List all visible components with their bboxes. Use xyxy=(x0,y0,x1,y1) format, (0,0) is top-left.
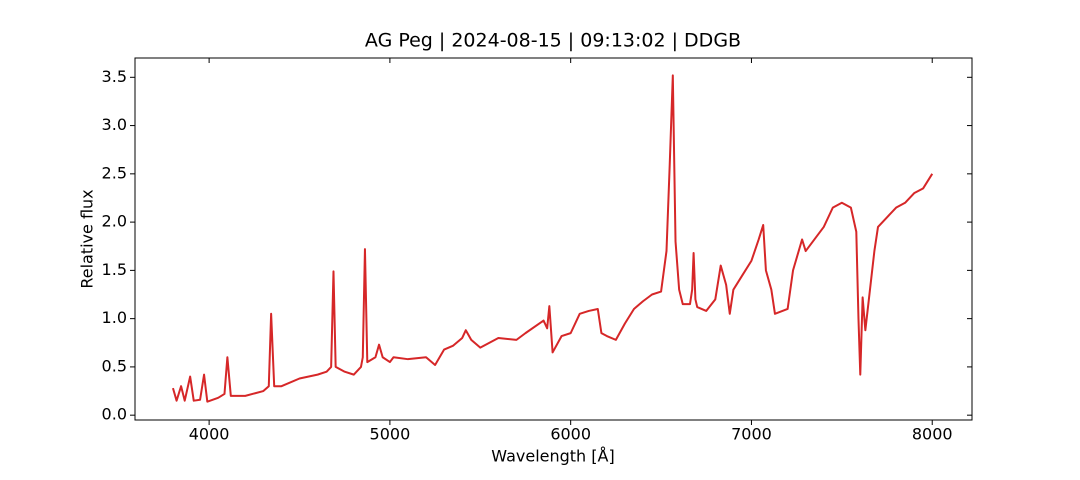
y-tick-label: 0.0 xyxy=(102,405,127,424)
y-tick-label: 0.5 xyxy=(102,356,127,375)
x-tick-label: 5000 xyxy=(370,425,411,444)
y-tick-label: 2.5 xyxy=(102,163,127,182)
x-tick-label: 8000 xyxy=(912,425,953,444)
x-axis-label: Wavelength [Å] xyxy=(491,447,614,466)
x-tick-label: 6000 xyxy=(550,425,591,444)
y-tick-label: 1.0 xyxy=(102,308,127,327)
y-tick-label: 2.0 xyxy=(102,212,127,231)
x-tick-label: 7000 xyxy=(731,425,772,444)
spectrum-line xyxy=(171,74,934,403)
y-axis-label: Relative flux xyxy=(78,189,97,288)
plot-frame xyxy=(134,57,973,421)
y-tick-label: 1.5 xyxy=(102,260,127,279)
y-tick-label: 3.0 xyxy=(102,115,127,134)
chart-title: AG Peg | 2024-08-15 | 09:13:02 | DDGB xyxy=(365,30,741,52)
x-tick-label: 4000 xyxy=(189,425,230,444)
y-tick-label: 3.5 xyxy=(102,67,127,86)
